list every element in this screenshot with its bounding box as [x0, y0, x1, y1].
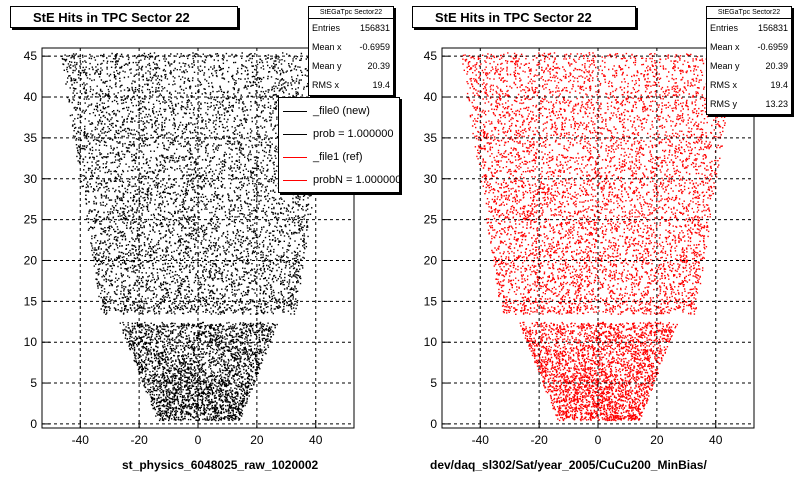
right-histogram-pad: -40 -20 0 20 40 0 5 10 15 20 25 30 35 40 45 StE Hits i… [400, 0, 800, 480]
stats-label: RMS x [710, 80, 737, 90]
y-tick-label: 10 [24, 335, 38, 349]
right-stats-box: StEGaTpc Sector22 Entries 156831 Mean x … [706, 6, 792, 115]
stats-label: Entries [312, 23, 341, 33]
scatter-points [460, 52, 737, 422]
legend-box: _file0 (new) prob = 1.000000 _file1 (ref… [278, 97, 400, 193]
legend-line [283, 157, 307, 158]
y-tick-label: 40 [424, 90, 438, 104]
stats-label: Mean y [710, 61, 740, 71]
left-histogram-pad: -40 -20 0 20 40 0 5 10 15 20 25 30 35 40 45 StE Hits i… [10, 6, 400, 472]
y-tick-label: 35 [424, 131, 438, 145]
right-stats-name: StEGaTpc Sector22 [707, 7, 791, 19]
x-tick-label: -40 [472, 433, 490, 447]
x-tick-label: -20 [130, 433, 148, 447]
stats-row: RMS y 13.23 [707, 95, 791, 114]
x-tick-label: 40 [309, 433, 323, 447]
stats-value: 13.23 [765, 99, 788, 109]
x-tick-label: 40 [709, 433, 723, 447]
y-tick-label: 25 [24, 213, 38, 227]
stats-label: Mean y [312, 61, 342, 71]
stats-row: Mean y 20.39 [707, 57, 791, 76]
legend-entry: prob = 1.000000 [279, 123, 399, 145]
stats-value: 19.4 [770, 80, 788, 90]
left-stats-name: StEGaTpc Sector22 [309, 7, 393, 19]
y-tick-label: 10 [424, 335, 438, 349]
y-tick-label: 15 [424, 294, 438, 308]
left-footer-label: st_physics_6048025_raw_1020002 [122, 458, 319, 472]
legend-label: probN = 1.000000 [313, 174, 400, 186]
legend-entry: probN = 1.000000 [279, 169, 400, 191]
y-tick-label: 30 [424, 172, 438, 186]
stats-row: Entries 156831 [309, 19, 393, 38]
stats-value: 20.39 [765, 61, 788, 71]
stats-row: RMS x 19.4 [707, 76, 791, 95]
x-tick-label: 20 [650, 433, 664, 447]
stats-row: Mean x -0.6959 [309, 38, 393, 57]
y-tick-label: 30 [24, 172, 38, 186]
stats-row: Entries 156831 [707, 19, 791, 38]
y-tick-label: 40 [24, 90, 38, 104]
legend-entry: _file1 (ref) [279, 146, 399, 168]
y-tick-label: 25 [424, 213, 438, 227]
stats-row: Mean y 20.39 [309, 57, 393, 76]
legend-line [283, 111, 307, 112]
y-tick-label: 35 [24, 131, 38, 145]
y-tick-label: 5 [30, 376, 37, 390]
left-stats-box: StEGaTpc Sector22 Entries 156831 Mean x … [308, 6, 394, 96]
legend-line [283, 134, 307, 135]
stats-value: 20.39 [367, 61, 390, 71]
right-footer-label: dev/daq_sl302/Sat/year_2005/CuCu200_MinB… [430, 458, 707, 472]
stats-value: 156831 [359, 23, 390, 33]
stats-value: 19.4 [372, 80, 390, 90]
stats-row: RMS x 19.4 [309, 76, 393, 95]
legend-label: prob = 1.000000 [313, 128, 394, 140]
stats-label: Entries [710, 23, 739, 33]
x-tick-label: 0 [595, 433, 602, 447]
x-tick-label: -20 [530, 433, 548, 447]
stats-value: -0.6959 [757, 42, 788, 52]
y-tick-label: 0 [30, 417, 37, 431]
scatter-point-cloud [460, 52, 737, 422]
x-tick-label: 0 [195, 433, 202, 447]
right-plot-title: StE Hits in TPC Sector 22 [412, 6, 636, 28]
stats-label: RMS x [312, 80, 339, 90]
legend-line [283, 180, 307, 181]
x-tick-label: 20 [250, 433, 264, 447]
y-tick-label: 45 [24, 49, 38, 63]
stats-label: Mean x [312, 42, 342, 52]
y-tick-label: 0 [430, 417, 437, 431]
y-tick-label: 15 [24, 294, 38, 308]
x-tick-label: -40 [72, 433, 90, 447]
right-scatter-plot: -40 -20 0 20 40 0 5 10 15 20 25 30 35 40 45 [424, 47, 755, 447]
y-tick-label: 20 [24, 253, 38, 267]
left-plot-title: StE Hits in TPC Sector 22 [10, 6, 238, 28]
y-tick-label: 5 [430, 376, 437, 390]
stats-row: Mean x -0.6959 [707, 38, 791, 57]
legend-entry: _file0 (new) [279, 100, 399, 122]
stats-label: RMS y [710, 99, 737, 109]
legend-label: _file1 (ref) [313, 151, 363, 163]
y-tick-label: 45 [424, 49, 438, 63]
legend-label: _file0 (new) [313, 105, 370, 117]
y-tick-label: 20 [424, 253, 438, 267]
stats-value: -0.6959 [359, 42, 390, 52]
stats-value: 156831 [757, 23, 788, 33]
stats-label: Mean x [710, 42, 740, 52]
